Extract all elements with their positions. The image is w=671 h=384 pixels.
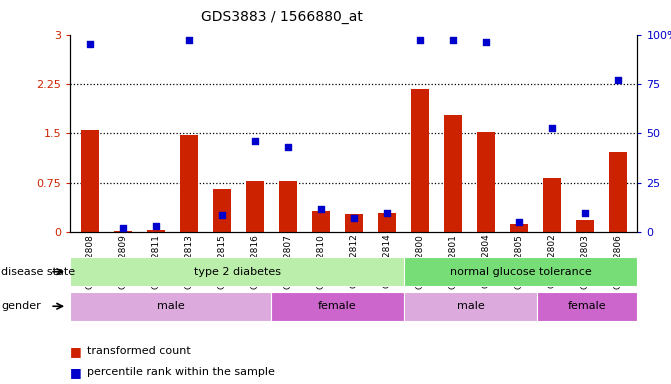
Point xyxy=(415,37,425,43)
Bar xyxy=(213,189,231,232)
Bar xyxy=(609,152,627,232)
Bar xyxy=(114,231,132,232)
Bar xyxy=(477,132,495,232)
Point xyxy=(118,225,129,232)
Bar xyxy=(345,214,363,232)
Text: ■: ■ xyxy=(70,345,86,358)
Text: GDS3883 / 1566880_at: GDS3883 / 1566880_at xyxy=(201,10,363,23)
Text: male: male xyxy=(457,301,484,311)
Text: percentile rank within the sample: percentile rank within the sample xyxy=(87,367,275,377)
Point xyxy=(151,223,162,230)
Bar xyxy=(246,181,264,232)
Point xyxy=(250,138,260,144)
Text: female: female xyxy=(568,301,607,311)
Bar xyxy=(279,181,297,232)
Point xyxy=(282,144,293,151)
Point xyxy=(348,215,359,222)
Bar xyxy=(543,178,561,232)
Text: normal glucose tolerance: normal glucose tolerance xyxy=(450,266,592,277)
Bar xyxy=(510,224,528,232)
Point xyxy=(513,219,524,225)
Bar xyxy=(312,211,330,232)
Bar xyxy=(411,89,429,232)
Point xyxy=(85,41,95,48)
Point xyxy=(613,77,623,83)
Point xyxy=(217,212,227,218)
Text: type 2 diabetes: type 2 diabetes xyxy=(194,266,280,277)
Text: transformed count: transformed count xyxy=(87,346,191,356)
Point xyxy=(448,37,458,43)
Bar xyxy=(444,115,462,232)
Point xyxy=(480,40,491,46)
Point xyxy=(382,210,393,216)
Point xyxy=(184,37,195,43)
Point xyxy=(546,124,557,131)
Point xyxy=(579,210,590,216)
Bar xyxy=(147,230,165,232)
Text: gender: gender xyxy=(1,301,41,311)
Text: ■: ■ xyxy=(70,366,86,379)
Bar xyxy=(81,130,99,232)
Text: female: female xyxy=(318,301,356,311)
Point xyxy=(315,205,326,212)
Bar xyxy=(378,213,396,232)
Bar xyxy=(180,135,198,232)
Text: disease state: disease state xyxy=(1,266,75,277)
Bar xyxy=(576,220,594,232)
Text: male: male xyxy=(156,301,185,311)
